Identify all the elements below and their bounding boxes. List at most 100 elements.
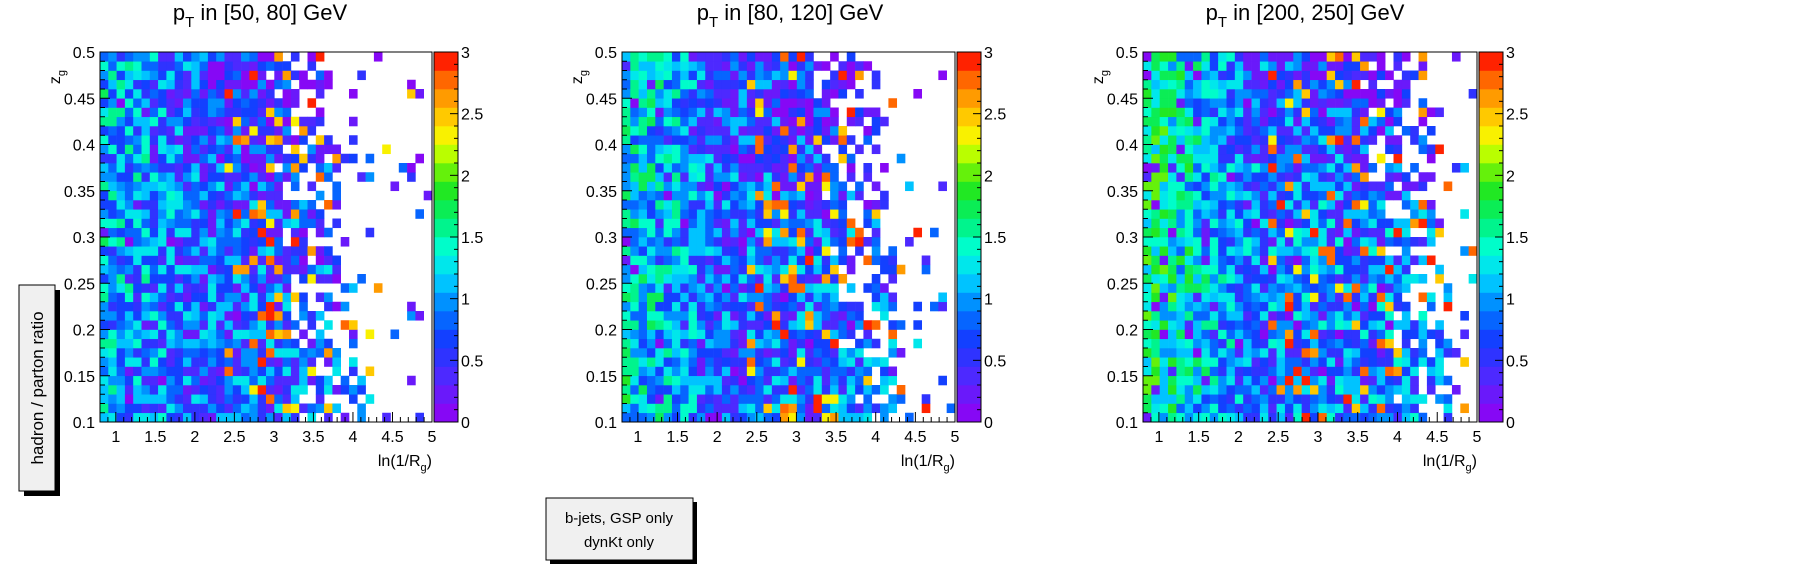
heatmap-cell: [266, 190, 275, 201]
heatmap-cell: [1151, 375, 1160, 386]
heatmap-cell: [680, 274, 689, 284]
heatmap-cell: [216, 98, 225, 108]
colorbar-level: [957, 237, 981, 256]
heatmap-cell: [116, 172, 126, 182]
heatmap-cell: [241, 366, 250, 377]
heatmap-cell: [830, 366, 839, 377]
colorbar-level: [1479, 200, 1503, 219]
heatmap-cell: [1201, 329, 1211, 340]
heatmap-cell: [680, 79, 689, 90]
heatmap-cell: [846, 385, 856, 395]
heatmap-cell: [771, 153, 781, 164]
heatmap-cell: [738, 403, 748, 414]
heatmap-cell: [830, 52, 839, 62]
heatmap-cell: [1385, 394, 1394, 404]
heatmap-cell: [821, 338, 831, 349]
heatmap-cell: [763, 375, 773, 386]
heatmap-cell: [332, 255, 341, 266]
heatmap-cell: [158, 190, 167, 201]
heatmap-cell: [249, 89, 258, 99]
heatmap-cell: [133, 144, 142, 155]
heatmap-cell: [116, 135, 126, 145]
heatmap-cell: [174, 301, 184, 312]
heatmap-cell: [1385, 126, 1394, 136]
heatmap-cell: [257, 366, 267, 377]
heatmap-cell: [282, 135, 292, 145]
heatmap-cell: [630, 255, 639, 266]
heatmap-cell: [1143, 255, 1152, 266]
heatmap-cell: [1318, 172, 1327, 182]
heatmap-cell: [1159, 311, 1169, 321]
heatmap-cell: [1193, 181, 1202, 192]
heatmap-cell: [763, 329, 773, 340]
heatmap-cell: [1201, 274, 1211, 284]
heatmap-cell: [1360, 394, 1369, 404]
heatmap-cell: [688, 227, 698, 238]
heatmap-cell: [1276, 98, 1286, 108]
heatmap-cell: [216, 79, 225, 90]
heatmap-cell: [721, 218, 731, 229]
heatmap-cell: [249, 70, 258, 81]
heatmap-cell: [1326, 200, 1336, 210]
heatmap-cell: [241, 311, 250, 321]
heatmap-cell: [266, 172, 275, 182]
heatmap-cell: [1410, 348, 1419, 358]
heatmap-cell: [680, 329, 689, 340]
colorbar: 00.511.522.53: [433, 45, 483, 432]
heatmap-cell: [746, 200, 756, 210]
y-tick-label: 0.25: [1107, 276, 1138, 293]
heatmap-cell: [705, 209, 714, 219]
heatmap-cell: [1259, 366, 1269, 377]
heatmap-cell: [108, 292, 117, 303]
heatmap-cell: [149, 292, 159, 303]
heatmap-cell: [1360, 292, 1369, 303]
heatmap-cell: [755, 218, 764, 229]
heatmap-cell: [166, 190, 175, 201]
heatmap-cell: [696, 320, 706, 330]
heatmap-cell: [1159, 163, 1169, 173]
heatmap-cell: [771, 190, 781, 201]
heatmap-cell: [324, 246, 333, 256]
y-tick-label: 0.35: [1107, 184, 1138, 201]
heatmap-cell: [1360, 227, 1369, 238]
heatmap-cell: [1259, 274, 1269, 284]
heatmap-cell: [788, 218, 798, 229]
y-tick-label: 0.3: [595, 230, 617, 247]
heatmap-cell: [1376, 190, 1386, 201]
heatmap-cell: [1259, 394, 1269, 404]
heatmap-cell: [1318, 181, 1327, 192]
heatmap-cell: [688, 394, 698, 404]
heatmap-cell: [1376, 274, 1386, 284]
heatmap-cell: [1376, 89, 1386, 99]
heatmap-cell: [663, 116, 673, 127]
heatmap-cell: [166, 264, 175, 275]
heatmap-cell: [638, 301, 648, 312]
x-tick-label: 3: [269, 429, 278, 446]
heatmap-cell: [1385, 329, 1394, 340]
heatmap-cell: [780, 394, 789, 404]
heatmap-cell: [174, 163, 184, 173]
heatmap-cell: [746, 311, 756, 321]
heatmap-cell: [1226, 218, 1236, 229]
heatmap-cell: [680, 320, 689, 330]
heatmap-cell: [838, 246, 848, 256]
heatmap-cell: [780, 144, 789, 155]
heatmap-cell: [1143, 385, 1152, 395]
heatmap-cell: [1234, 79, 1244, 90]
heatmap-cell: [315, 70, 325, 81]
heatmap-cell: [1268, 237, 1277, 247]
heatmap-cell: [1151, 366, 1160, 377]
heatmap-cell: [1360, 301, 1369, 312]
heatmap-cell: [1193, 412, 1202, 423]
heatmap-cell: [116, 348, 126, 358]
heatmap-cell: [1351, 163, 1361, 173]
heatmap-cell: [158, 200, 167, 210]
heatmap-cell: [174, 246, 184, 256]
heatmap-cell: [788, 338, 798, 349]
heatmap-cell: [696, 89, 706, 99]
heatmap-cell: [166, 107, 175, 118]
heatmap-cell: [174, 70, 184, 81]
heatmap-cell: [1193, 320, 1202, 330]
heatmap-cell: [671, 412, 681, 423]
heatmap-cell: [1368, 209, 1378, 219]
